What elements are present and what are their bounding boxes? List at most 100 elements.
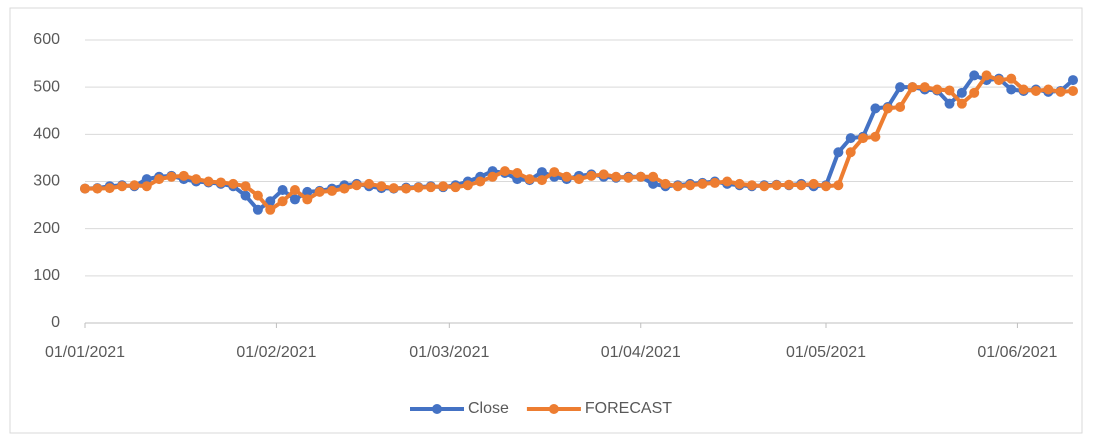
series-marker [191,174,202,185]
series-marker [1068,85,1078,96]
series-marker [438,181,449,192]
x-tick-label: 01/02/2021 [236,344,316,361]
x-tick-label: 01/04/2021 [601,344,681,361]
series-marker [648,171,659,182]
x-tick-label: 01/01/2021 [45,344,125,361]
series-marker [969,70,980,81]
series-marker [956,98,967,109]
series-marker [314,186,325,197]
series-marker [462,180,473,191]
series-marker [956,87,967,98]
series-marker [141,181,152,192]
series-marker [648,178,659,189]
series-marker [277,184,288,195]
series-marker [80,183,90,194]
series-marker [339,183,350,194]
series-marker [487,171,498,182]
series-marker [709,177,720,188]
series-marker [178,170,189,181]
series-marker [870,131,881,142]
series-marker [129,180,140,191]
series-marker [1043,84,1054,95]
series-marker [154,174,165,185]
series-marker [1068,75,1078,86]
series-marker [240,181,251,192]
series-marker [981,70,992,81]
series-marker [574,174,584,185]
series-marker [289,184,300,195]
series-marker [870,103,881,114]
series-marker [401,183,412,194]
series-marker [845,147,856,158]
x-tick-label: 01/03/2021 [409,344,489,361]
series-marker [1030,85,1041,96]
series-marker [1018,84,1029,95]
y-tick-label: 0 [51,314,60,331]
series-marker [944,85,955,96]
x-tick-label: 01/06/2021 [977,344,1057,361]
series-marker [215,177,226,188]
y-tick-label: 300 [33,173,60,190]
series-marker [376,181,387,192]
series-marker [450,182,461,193]
series-marker [882,103,893,114]
series-marker [549,167,560,178]
series-marker [611,171,622,182]
series-marker [858,133,869,144]
series-marker [302,186,313,197]
series-marker [672,181,683,192]
legend-label: FORECAST [585,400,672,417]
series-marker [265,196,276,207]
series-marker [746,180,757,191]
series-marker [586,170,597,181]
series-marker [252,204,263,215]
y-tick-label: 500 [33,78,60,95]
series-marker [734,178,745,189]
series-marker [92,183,103,194]
series-marker [833,180,844,191]
series-marker [364,178,375,189]
series-marker [413,182,424,193]
series-marker [623,172,634,183]
series-marker [932,84,943,95]
y-tick-label: 600 [33,31,60,48]
series-marker [821,181,831,192]
series-marker [808,178,819,189]
series-marker [141,174,152,185]
series-marker [845,133,856,144]
series-marker [771,180,782,191]
legend-marker [548,404,559,414]
series-marker [919,82,930,93]
series-marker [895,101,906,112]
series-marker [388,183,399,194]
series-marker [907,82,918,93]
series-marker [277,196,288,207]
series-marker [512,168,523,179]
series-marker [536,167,547,178]
series-marker [598,169,609,180]
series-marker [252,190,263,201]
series-marker [351,180,362,191]
series-marker [425,182,436,193]
series-marker [561,171,572,182]
series-marker [635,171,646,182]
series-marker [1055,86,1066,97]
series-marker [104,183,115,194]
series-marker [944,98,955,109]
series-marker [302,194,313,205]
y-tick-label: 100 [33,267,60,284]
series-marker [203,176,214,187]
series-marker [166,171,177,182]
series-marker [796,180,807,191]
series-marker [265,204,276,215]
series-marker [240,190,251,201]
series-marker [697,178,708,189]
y-tick-label: 200 [33,220,60,237]
series-marker [660,178,671,189]
series-marker [117,181,128,192]
series-marker [524,174,535,185]
series-marker [993,75,1004,86]
series-marker [536,175,547,186]
series-marker [759,181,770,192]
